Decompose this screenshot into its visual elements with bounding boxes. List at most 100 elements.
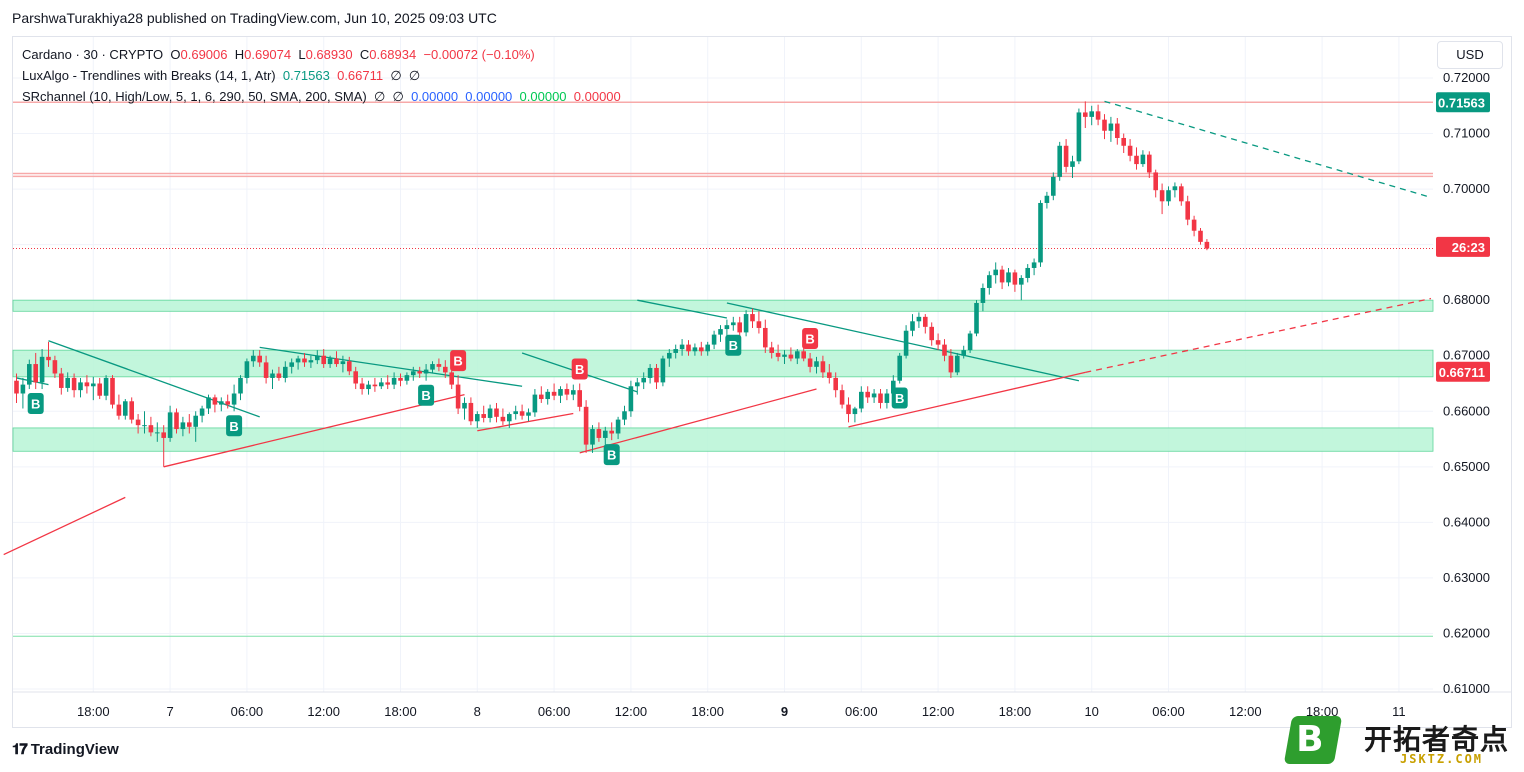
candle-body xyxy=(110,377,115,405)
candle xyxy=(1166,186,1171,206)
candle-body xyxy=(1063,145,1069,167)
close-value: 0.68934 xyxy=(369,47,417,62)
candle xyxy=(724,319,730,337)
candle-body xyxy=(321,355,326,365)
candle xyxy=(379,377,384,390)
candle-body xyxy=(1070,161,1075,167)
candle xyxy=(622,405,627,426)
signal-letter: B xyxy=(229,419,238,434)
candle xyxy=(1204,239,1210,251)
candle xyxy=(526,408,531,422)
price-axis: 0.720000.710000.700000.690000.680000.670… xyxy=(1443,70,1490,696)
candle-body xyxy=(20,384,26,394)
candle xyxy=(430,361,435,374)
candle xyxy=(302,352,307,367)
candle xyxy=(1051,172,1056,201)
srchannel-name[interactable]: SRchannel (10, High/Low, 5, 1, 6, 290, 5… xyxy=(22,89,367,104)
candle xyxy=(468,397,474,426)
candle-body xyxy=(526,412,531,416)
candle xyxy=(1076,108,1082,165)
candle xyxy=(353,366,358,390)
candle-body xyxy=(481,414,486,418)
candle-body xyxy=(417,371,422,374)
candle-body xyxy=(987,275,992,288)
chart-pane[interactable] xyxy=(12,36,1512,728)
candle xyxy=(1063,139,1069,173)
candle xyxy=(564,383,570,401)
candle xyxy=(129,397,134,424)
candle xyxy=(961,345,966,359)
candle-body xyxy=(1057,145,1062,177)
candle xyxy=(635,377,640,395)
candle xyxy=(1102,114,1107,140)
candle-body xyxy=(916,316,922,322)
symbol-row[interactable]: Cardano · 30 · CRYPTO O0.69006 H0.69074 … xyxy=(22,44,621,65)
candle xyxy=(852,406,858,423)
luxalgo-indicator-row[interactable]: LuxAlgo - Trendlines with Breaks (14, 1,… xyxy=(22,65,621,86)
candle-body xyxy=(97,383,102,396)
candle xyxy=(443,360,448,378)
srchannel-indicator-row[interactable]: SRchannel (10, High/Low, 5, 1, 6, 290, 5… xyxy=(22,86,621,107)
price-label-box xyxy=(1436,361,1490,382)
support-zone xyxy=(12,299,1434,312)
candle-body xyxy=(455,384,461,409)
candle-body xyxy=(39,356,45,383)
candle-body xyxy=(379,382,384,387)
signal-letter: B xyxy=(607,448,616,463)
candle xyxy=(289,358,294,374)
candle xyxy=(647,364,653,384)
candle xyxy=(52,355,58,378)
candle xyxy=(731,316,736,331)
currency-button[interactable]: USD xyxy=(1437,41,1503,69)
candle xyxy=(385,375,390,390)
candle-body xyxy=(839,390,845,405)
candle xyxy=(705,341,710,356)
candle-body xyxy=(1038,202,1043,263)
time-tick-label: 18:00 xyxy=(999,704,1032,719)
luxalgo-value-1: 0.71563 xyxy=(282,68,330,83)
time-tick-label: 12:00 xyxy=(615,704,648,719)
tradingview-logo[interactable]: 𝟏𝟕 TradingView xyxy=(12,741,119,758)
candle xyxy=(551,383,557,401)
sr-channel-zones xyxy=(12,299,1434,452)
time-tick-label: 11 xyxy=(1392,704,1406,719)
candle-body xyxy=(820,361,826,373)
candle-body xyxy=(251,355,256,362)
price-tick-label: 0.72000 xyxy=(1443,70,1490,85)
candle xyxy=(231,384,237,412)
luxalgo-name[interactable]: LuxAlgo - Trendlines with Breaks (14, 1,… xyxy=(22,68,276,83)
candle xyxy=(1095,104,1101,126)
candle xyxy=(187,414,192,434)
candle-body xyxy=(686,344,691,352)
candle-body xyxy=(1095,111,1101,120)
chart-legend: Cardano · 30 · CRYPTO O0.69006 H0.69074 … xyxy=(22,44,621,107)
candle-body xyxy=(782,354,787,357)
candle xyxy=(206,394,211,415)
price-tick-label: 0.68000 xyxy=(1443,292,1490,307)
candle xyxy=(155,422,160,442)
candle-body xyxy=(551,391,557,396)
candle xyxy=(1083,101,1088,128)
signal-letter: B xyxy=(575,362,584,377)
candle-body xyxy=(833,377,838,391)
candle-body xyxy=(225,401,230,405)
candle-body xyxy=(801,351,806,359)
candle-body xyxy=(33,364,38,383)
candle xyxy=(1019,275,1024,301)
candle-body xyxy=(46,356,51,361)
candle-body xyxy=(71,377,77,391)
candle-body xyxy=(647,367,653,378)
candle-body xyxy=(673,349,678,353)
symbol-name[interactable]: Cardano · 30 · CRYPTO xyxy=(22,47,164,62)
candle-body xyxy=(1108,123,1114,131)
luxalgo-value-2: 0.66711 xyxy=(337,68,384,83)
open-label: O xyxy=(170,47,181,62)
candle xyxy=(46,341,51,367)
price-tick-label: 0.66000 xyxy=(1443,403,1490,418)
sell-signal: B xyxy=(802,327,819,349)
candle xyxy=(955,352,960,376)
candle xyxy=(750,308,755,328)
candle xyxy=(519,404,525,420)
candle-body xyxy=(494,408,499,417)
